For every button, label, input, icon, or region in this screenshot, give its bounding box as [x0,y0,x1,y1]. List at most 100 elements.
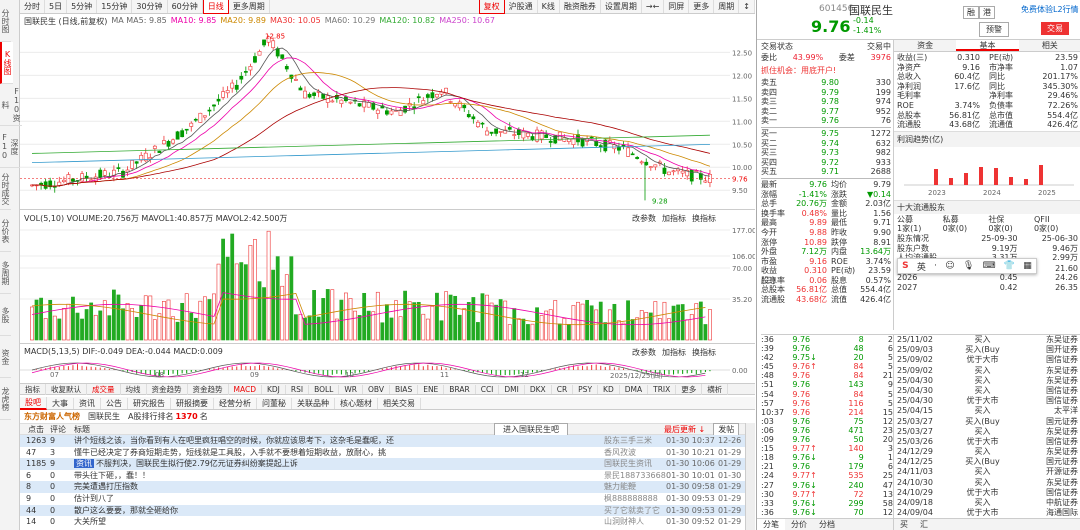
news-author[interactable]: 魅力能鞭 [604,482,636,492]
news-author[interactable]: 景民188733668x [604,470,666,480]
left-tab-8[interactable]: 资金 [0,336,11,378]
left-tab-1[interactable]: K线图 [0,42,13,84]
research-row[interactable]: 25/09/02 优于大市 国信证券 [894,355,1080,365]
ime-item-7[interactable]: ▦ [1023,261,1032,271]
margin-button[interactable]: 融 [963,6,979,19]
research-row[interactable]: 25/04/30 买入 国信证券 [894,386,1080,396]
trade-button[interactable]: 交易 [1041,22,1069,35]
indicator-tab-15[interactable]: CCI [476,384,500,394]
bottom-tab-8[interactable]: 关联品种 [292,397,335,409]
research-row[interactable]: 24/10/30 买入 东吴证券 [894,478,1080,488]
news-row[interactable]: 1185 9 资讯 不服判决，国联民生拟行使2.79亿元证券纠纷案提起上诉 国联民生资讯… [20,458,745,470]
topbar-tool-right-4[interactable]: ↕ [739,0,755,13]
period-0[interactable]: 分时 [20,0,45,13]
macd-tool-0[interactable]: 改参数 [632,348,656,357]
research-row[interactable]: 24/10/29 优于大市 国信证券 [894,488,1080,498]
research-row[interactable]: 25/04/30 买入 东吴证券 [894,376,1080,386]
macd-chart[interactable]: 0.00 [20,344,755,384]
indicator-tab-3[interactable]: 均线 [121,383,147,395]
news-title[interactable]: 散户这么要要，那就全砸给你 [74,505,178,515]
research-row[interactable]: 24/12/29 买入 东吴证券 [894,447,1080,457]
bottom-tab-3[interactable]: 公告 [101,397,128,409]
news-row[interactable]: 9 0 估计到八了 枫888888888 01-30 09:53 01-29 [20,493,745,505]
research-row[interactable]: 24/12/25 买入(Buy 国元证券 [894,457,1080,467]
news-title[interactable]: 懂牛已经决定了券商短期走势，短线就是工具股，入手就不要想着短期收益，放耐心，挑 [74,447,386,457]
news-title[interactable]: 讲个短线之该，当你看到有人在吧里疯狂唱空的时候，你就应该思考下，这杂毛是蠢呢，还 [74,436,394,445]
research-row[interactable]: 25/11/02 买入 东吴证券 [894,335,1080,345]
news-author[interactable]: 股东三手三米 [604,436,652,445]
indicator-tab-0[interactable]: 指标 [20,383,46,395]
left-tab-9[interactable]: 龙虎榜 [0,378,11,420]
news-scrollbar[interactable] [745,423,755,530]
left-tab-2[interactable]: F10资料 [0,84,22,126]
topbar-tool-0[interactable]: 复权 [478,0,505,14]
period-3[interactable]: 15分钟 [97,0,133,13]
topbar-tool-right-0[interactable]: →← [642,0,665,13]
alert-button[interactable]: 预警 [979,22,1009,37]
bottom-tab-5[interactable]: 研报摘要 [171,397,214,409]
period-5[interactable]: 60分钟 [168,0,203,13]
research-tab-1[interactable]: 汇 [920,520,928,529]
latest-sort[interactable]: 最后更新 ↓ [664,424,706,434]
news-row[interactable]: 44 0 散户这么要要，那就全砸给你 买了它就卖了它 01-30 09:53 01-29 [20,504,745,517]
period-4[interactable]: 30分钟 [132,0,168,13]
news-row[interactable]: 47 3 懂牛已经决定了券商短期走势，短线就是工具股，入手就不要想着短期收益，放耐心… [20,447,745,459]
bottom-tab-1[interactable]: 大事 [47,397,74,409]
indicator-tab-19[interactable]: PSY [573,384,599,394]
research-row[interactable]: 24/09/18 买入 中航证券 [894,498,1080,508]
period-6[interactable]: 日线 [202,0,229,14]
topbar-tool-right-1[interactable]: 同屏 [664,0,690,13]
topbar-tool-right-3[interactable]: 周期 [714,0,740,13]
period-7[interactable]: 更多周期 [229,0,270,13]
research-row[interactable]: 25/04/30 优于大市 国信证券 [894,396,1080,406]
research-row[interactable]: 24/09/04 优于大市 海通国际 [894,508,1080,518]
bottom-tab-10[interactable]: 相关交易 [378,397,421,409]
research-row[interactable]: 25/04/15 买入 太平洋 [894,406,1080,416]
indicator-tab-21[interactable]: DMA [620,384,649,394]
left-tab-0[interactable]: 分时图 [0,0,11,42]
volume-tool-1[interactable]: 加指标 [662,214,686,223]
news-title[interactable]: 大关所望 [74,517,106,527]
new-post-button[interactable]: 发帖 [713,422,740,436]
ime-item-4[interactable]: 🎙 [962,261,975,271]
news-row[interactable]: 14 0 大关所望 山洞财神人 01-30 09:52 01-29 [20,516,745,528]
kline-panel[interactable]: 国联民生 (日线,前复权) MA MA5: 9.85 MA10: 9.85 MA20:… [20,14,755,210]
indicator-tab-11[interactable]: OBV [363,384,390,394]
topbar-tool-4[interactable]: 设置周期 [601,0,642,13]
indicator-tab-13[interactable]: ENE [418,384,445,394]
ime-item-1[interactable]: 英 [916,262,926,273]
macd-panel[interactable]: MACD(5,13,5) DIF:-0.049 DEA:-0.044 MACD:… [20,344,755,384]
tick-tab-0[interactable]: 分笔 [757,519,785,530]
macd-tool-1[interactable]: 加指标 [662,348,686,357]
indicator-tab-6[interactable]: MACD [229,384,262,394]
indicator-tab-16[interactable]: DMI [499,384,525,394]
news-author[interactable]: 枫888888888 [604,493,658,503]
research-row[interactable]: 25/09/02 买入 东吴证券 [894,366,1080,376]
bottom-tab-7[interactable]: 问董秘 [257,397,292,409]
indicator-tab-10[interactable]: WR [339,384,363,394]
research-row[interactable]: 25/09/03 买入(Buy 国开证券 [894,345,1080,355]
news-author[interactable]: 买了它就卖了它 [604,505,660,515]
ime-item-6[interactable]: 👕 [1003,261,1016,271]
bottom-tab-6[interactable]: 经营分析 [214,397,257,409]
ime-item-2[interactable]: · [934,261,937,271]
indicator-tab-22[interactable]: TRIX [648,384,677,394]
tick-tab-2[interactable]: 分档 [819,520,835,529]
left-tab-6[interactable]: 多周期 [0,252,11,294]
indicator-tab-4[interactable]: 资金趋势 [147,383,188,395]
volume-panel[interactable]: VOL(5,10) VOLUME:20.756万 MAVOL1:40.857万 … [20,210,755,344]
fund-tab-2[interactable]: 相关 [1018,40,1080,51]
indicator-tab-12[interactable]: BIAS [390,384,419,394]
topbar-tool-1[interactable]: 沪股通 [505,0,538,13]
news-author[interactable]: 香风孜波 [604,447,636,457]
period-2[interactable]: 5分钟 [67,0,98,13]
news-author[interactable]: 国联民生资讯 [604,459,652,469]
left-tab-5[interactable]: 分价表 [0,210,11,252]
topbar-tool-2[interactable]: K线 [538,0,560,13]
bottom-tab-0[interactable]: 股吧 [20,396,47,410]
ime-item-5[interactable]: ⌨ [982,261,996,271]
bottom-tab-4[interactable]: 研究报告 [128,397,171,409]
join-forum-button[interactable]: 进入国联民生吧 [494,422,568,436]
tick-tab-1[interactable]: 分价 [791,520,807,529]
news-title[interactable]: 完美遭遇打压指数 [74,482,138,492]
